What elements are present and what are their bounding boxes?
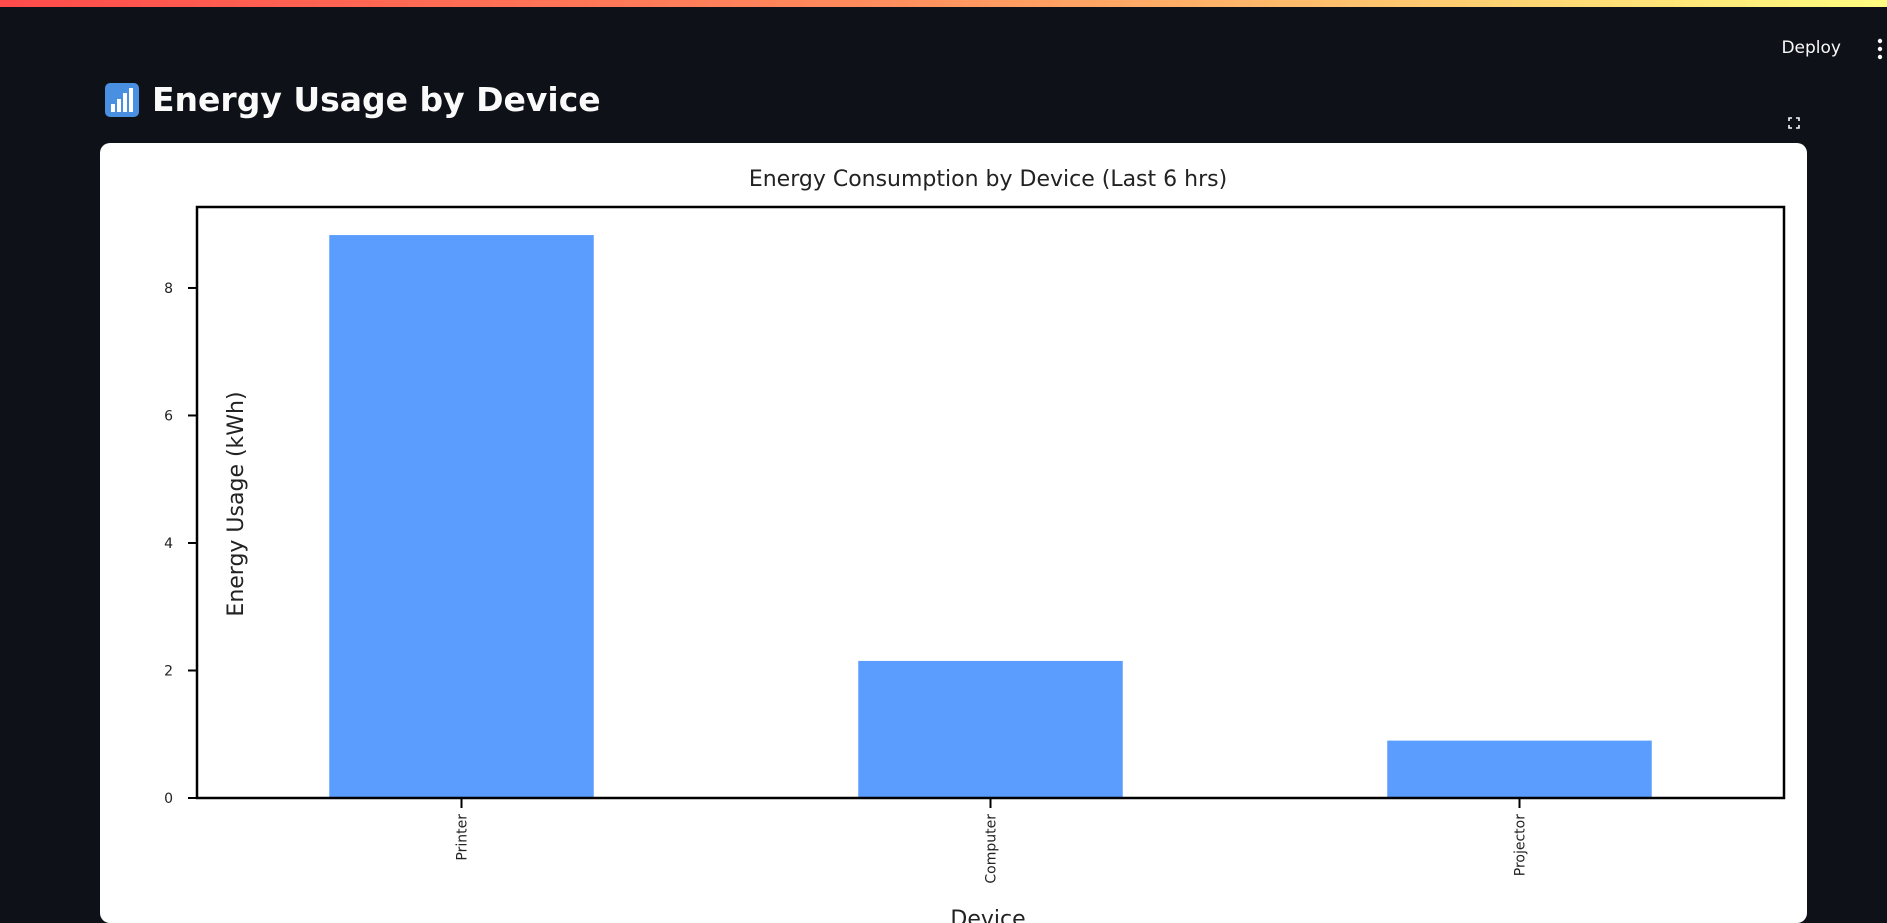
top-decoration-bar — [0, 0, 1887, 7]
chart-card: Energy Consumption by Device (Last 6 hrs… — [100, 143, 1807, 923]
deploy-button[interactable]: Deploy — [1775, 37, 1847, 59]
bar-projector — [1387, 740, 1652, 798]
plot-frame — [195, 205, 1786, 800]
y-tick-label: 8 — [164, 281, 173, 297]
energy-bar-chart: Energy Consumption by Device (Last 6 hrs… — [164, 167, 1786, 923]
fullscreen-icon — [1788, 117, 1800, 129]
y-tick-label: 2 — [164, 663, 173, 679]
fullscreen-button[interactable] — [1774, 108, 1802, 136]
vertical-ellipsis-icon[interactable] — [1875, 37, 1885, 61]
x-tick-label: Printer — [455, 814, 471, 861]
y-tick-label: 6 — [164, 408, 173, 424]
bar-printer — [329, 235, 594, 799]
app-header: Deploy — [0, 7, 1887, 82]
y-tick-label: 4 — [164, 536, 173, 552]
page-title: Energy Usage by Device — [104, 80, 601, 119]
x-tick-label: Projector — [1513, 814, 1529, 876]
x-tick-label: Computer — [984, 814, 1000, 884]
y-axis-label: Energy Usage (kWh) — [224, 391, 249, 616]
page-title-text: Energy Usage by Device — [152, 80, 601, 119]
y-tick-label: 0 — [164, 791, 173, 807]
bar-computer — [858, 660, 1123, 798]
chart-title: Energy Consumption by Device (Last 6 hrs… — [749, 167, 1227, 192]
bar-chart-icon — [105, 82, 139, 117]
x-axis-label: Device — [950, 907, 1025, 923]
